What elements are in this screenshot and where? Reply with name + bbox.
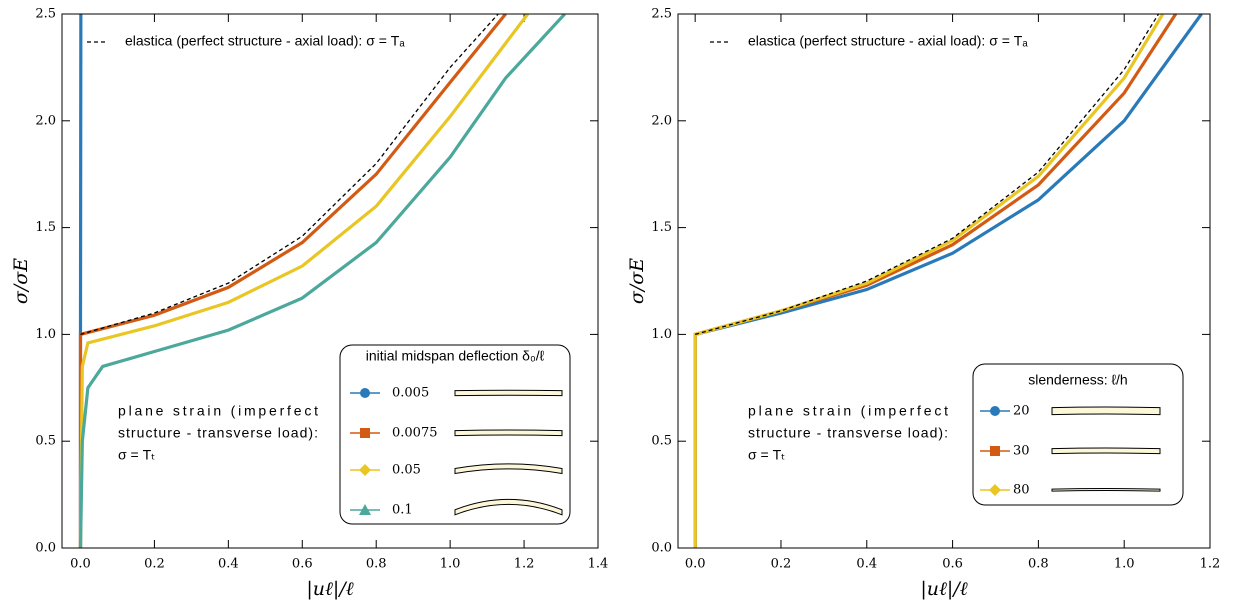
y-tick-label: 0.5 [651,434,672,449]
series-line [78,14,507,548]
annotation: structure - transverse load): [748,425,948,441]
x-tick-label: 0.4 [218,557,239,572]
legend-marker [359,504,371,515]
y-tick-label: 1.0 [35,327,56,342]
y-axis-label: σ/σE [10,258,32,304]
legend-label: elastica (perfect structure - axial load… [125,33,405,49]
x-axis-label: |uℓ|/ℓ [306,578,353,600]
elastica-line [694,14,1160,336]
legend-label: 30 [1013,444,1030,459]
y-tick-label: 1.5 [651,220,672,235]
y-tick-label: 0.5 [35,434,56,449]
x-axis-label: |uℓ|/ℓ [920,578,967,600]
x-tick-label: 0.6 [942,557,963,572]
series-line [78,14,530,548]
annotation: plane strain (imperfect [748,403,948,419]
beam-icon [454,429,563,437]
legend-label: 20 [1013,404,1030,419]
annotation: structure - transverse load): [118,425,318,441]
legend-marker [990,446,1000,456]
legend-label: 80 [1013,483,1030,498]
x-tick-label: 1.2 [1200,557,1221,572]
legend-label: elastica (perfect structure - axial load… [748,33,1028,49]
elastica-line [80,14,499,336]
legend-marker [360,428,370,438]
x-tick-label: 1.0 [440,557,461,572]
legend-label: 0.0075 [392,426,438,441]
annotation: σ = Tₜ [748,447,785,463]
legend-title: slenderness: ℓ/h [1028,372,1127,388]
series-line [78,14,566,548]
x-tick-label: 0.6 [292,557,313,572]
y-tick-label: 2.5 [651,7,672,22]
plot-frame [677,13,1211,549]
legend-title: initial midspan deflection δ₀/ℓ [366,348,545,364]
plot-frame [61,13,599,549]
x-tick-label: 1.2 [514,557,535,572]
legend-label: 0.1 [392,503,413,518]
y-tick-label: 1.0 [651,327,672,342]
legend-marker [989,484,1001,496]
legend-marker [359,464,371,476]
x-tick-label: 0.0 [685,557,706,572]
legend-label: 0.005 [392,386,429,401]
panel: 0.0 0.2 0.4 0.6 0.8 1.0 1.2 1.4 0.0 0.5 1.0 1.5 2.0 2… [10,7,608,601]
x-tick-label: 0.4 [856,557,877,572]
x-tick-label: 0.8 [1028,557,1049,572]
beam-icon [1051,406,1161,416]
panel: 0.0 0.2 0.4 0.6 0.8 1.0 1.2 0.0 0.5 1.0 1.5 2.0 2.5 |… [626,7,1220,601]
y-tick-label: 2.0 [35,113,56,128]
y-tick-label: 0.0 [651,541,672,556]
y-tick-label: 0.0 [35,541,56,556]
beam-icon [1051,447,1161,455]
annotation: σ = Tₜ [118,447,155,463]
y-tick-label: 1.5 [35,220,56,235]
x-tick-label: 0.2 [144,557,165,572]
legend-box [972,363,1184,506]
beam-icon [1051,488,1161,492]
x-tick-label: 0.8 [366,557,387,572]
x-tick-label: 1.0 [1114,557,1135,572]
y-tick-label: 2.0 [651,113,672,128]
beam-icon [454,389,563,397]
x-tick-label: 0.2 [771,557,792,572]
legend-marker [990,406,1000,416]
beam-icon [454,463,563,475]
y-tick-label: 2.5 [35,7,56,22]
x-tick-label: 0.0 [70,557,91,572]
legend-label: 0.05 [392,463,421,478]
annotation: plane strain (imperfect [118,403,318,419]
legend-marker [360,388,370,398]
beam-icon [454,498,563,516]
x-tick-label: 1.4 [588,557,609,572]
y-axis-label: σ/σE [626,258,648,304]
